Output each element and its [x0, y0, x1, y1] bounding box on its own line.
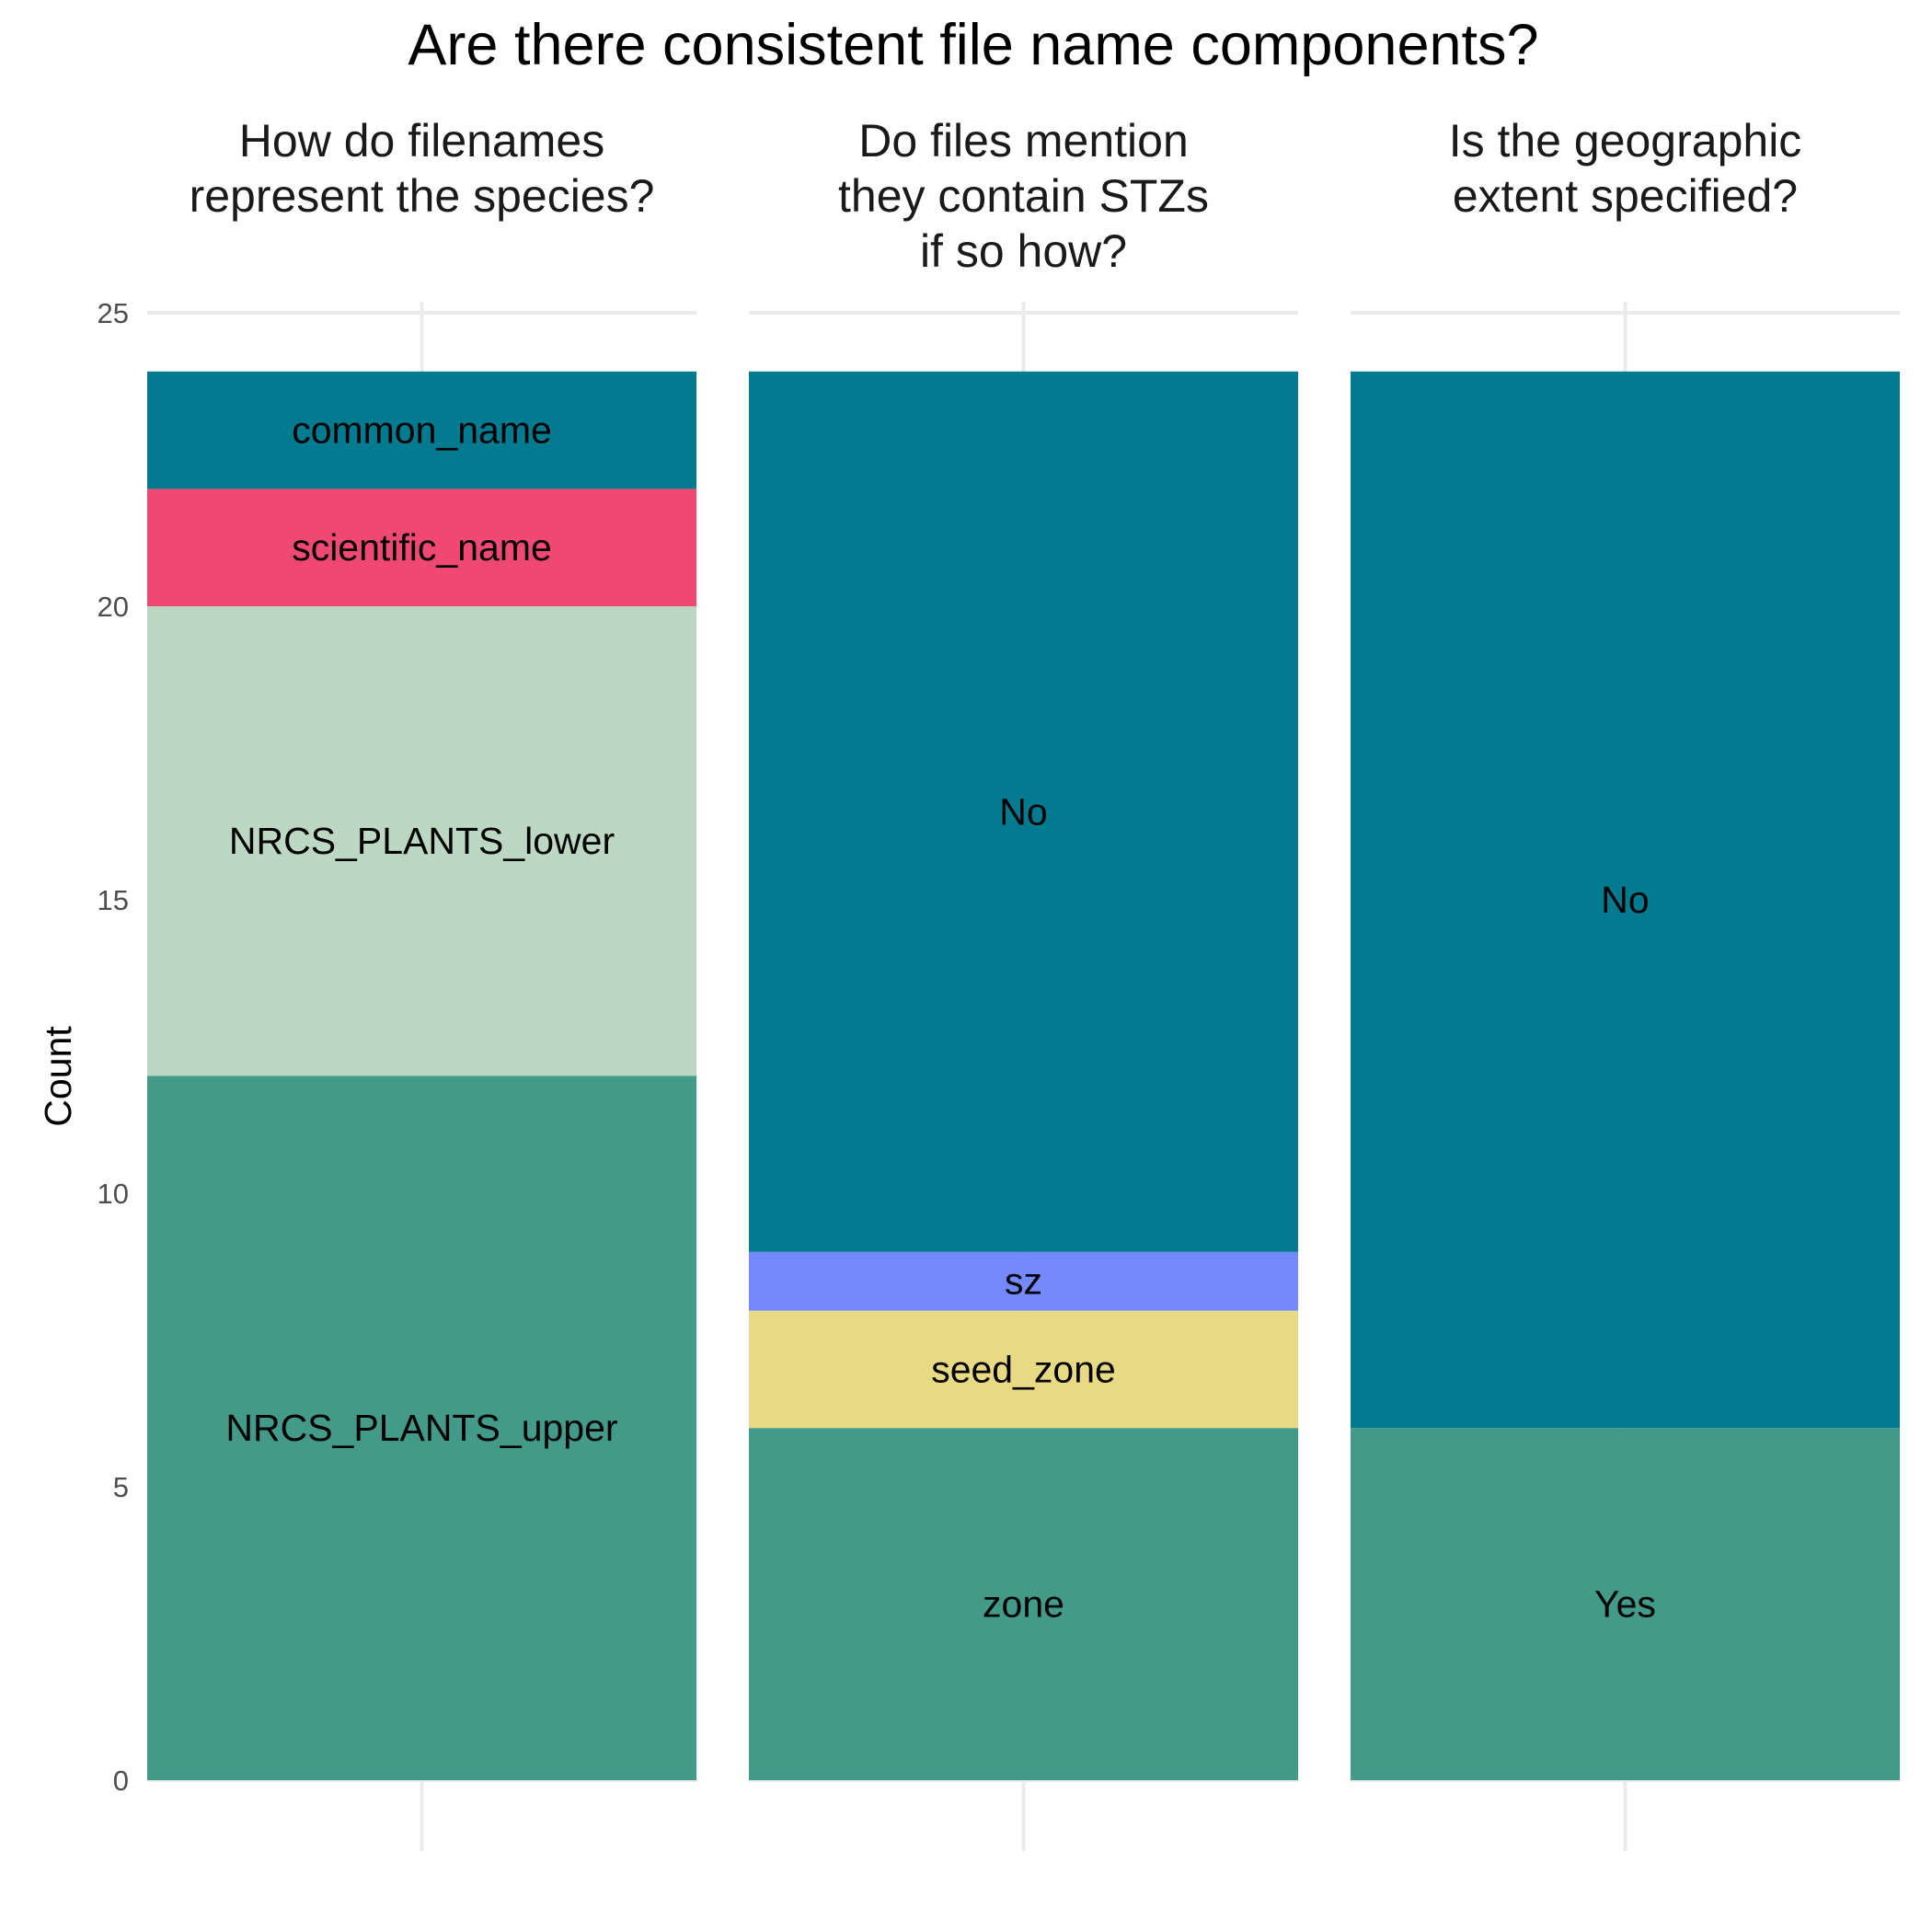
segment-label: No — [999, 790, 1047, 833]
segment-label: No — [1601, 879, 1649, 921]
y-tick-label: 10 — [98, 1178, 129, 1210]
panel-strip-label: Is the geographic extent specified? — [1449, 115, 1802, 222]
panel-strip-label: Do files mention they contain STZs if so h… — [838, 115, 1209, 277]
y-axis-label: Count — [37, 1026, 79, 1127]
segment-label: seed_zone — [931, 1348, 1116, 1390]
bar-segment — [749, 371, 1298, 1252]
bar-segment — [147, 1075, 696, 1780]
bar-segment — [749, 1310, 1298, 1429]
segment-label: sz — [1005, 1260, 1042, 1303]
y-tick-label: 20 — [98, 591, 129, 623]
y-tick-label: 25 — [98, 297, 129, 329]
bar-segment — [749, 1251, 1298, 1311]
segment-label: NRCS_PLANTS_lower — [229, 820, 615, 862]
y-tick-label: 15 — [98, 884, 129, 916]
bar-segment — [1351, 1428, 1900, 1780]
bar-segment — [749, 1428, 1298, 1780]
panel-strip-label: How do filenames represent the species? — [190, 115, 655, 222]
bars: NRCS_PLANTS_upper NRCS_PLANTS_lower scient… — [147, 371, 1900, 1780]
segment-label: Yes — [1594, 1583, 1656, 1626]
bar-segment — [1351, 371, 1900, 1429]
segment-label: scientific_name — [292, 526, 552, 569]
y-tick-label: 0 — [113, 1765, 129, 1797]
bar-segment — [147, 489, 696, 606]
y-axis-ticks: 0 5 10 15 20 25 — [98, 297, 129, 1797]
segment-label: zone — [983, 1583, 1064, 1626]
segment-label: common_name — [292, 409, 552, 452]
bar-segment — [147, 606, 696, 1076]
bar-segment — [147, 371, 696, 489]
chart-title: Are there consistent file name component… — [408, 13, 1538, 77]
segment-label: NRCS_PLANTS_upper — [225, 1407, 617, 1449]
y-tick-label: 5 — [113, 1471, 129, 1503]
panel-strips: How do filenames represent the species? Do… — [190, 115, 1802, 277]
